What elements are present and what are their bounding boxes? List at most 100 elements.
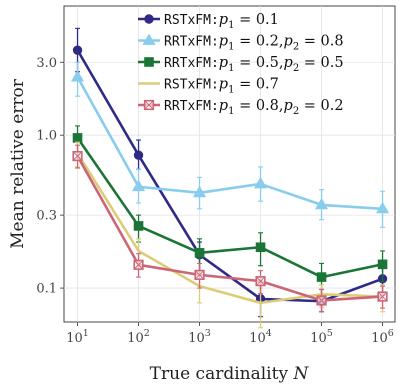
series-line bbox=[76, 152, 383, 305]
series-line bbox=[76, 76, 383, 211]
series-line bbox=[76, 137, 383, 279]
data-point bbox=[192, 185, 207, 198]
x-tick-label: 106 bbox=[371, 328, 394, 346]
legend-method: RSTxFM: bbox=[164, 13, 219, 28]
data-point bbox=[133, 259, 144, 270]
x-axis-title-text: True cardinality bbox=[150, 364, 294, 384]
data-point-cross-b bbox=[255, 276, 266, 286]
legend-marker bbox=[144, 57, 154, 67]
legend-marker bbox=[143, 99, 155, 111]
legend-param-value: = 0.5, bbox=[234, 55, 283, 71]
x-tick-base: 10 bbox=[127, 331, 144, 346]
legend-method: RRTxFM: bbox=[164, 56, 219, 71]
x-tick-label: 105 bbox=[310, 328, 333, 346]
legend-param: p bbox=[284, 55, 293, 71]
legend-method: RSTxFM: bbox=[164, 78, 219, 93]
legend-param: p bbox=[284, 98, 293, 114]
x-tick-exponent: 1 bbox=[83, 328, 89, 339]
legend-param-subscript: 1 bbox=[228, 85, 234, 96]
series-layer bbox=[70, 27, 390, 329]
data-point bbox=[377, 259, 388, 270]
x-tick-label: 101 bbox=[66, 328, 89, 346]
x-tick-label: 104 bbox=[249, 328, 272, 346]
legend-param: p bbox=[219, 98, 228, 114]
data-point bbox=[133, 221, 144, 231]
x-tick-base: 10 bbox=[371, 331, 388, 346]
data-point bbox=[72, 45, 83, 55]
y-tick-label: 0.1 bbox=[36, 282, 57, 297]
series-line bbox=[76, 155, 383, 302]
data-point bbox=[70, 70, 85, 82]
legend-item-5: RRTxFM:p1 = 0.8,p2 = 0.2 bbox=[138, 98, 344, 117]
data-point-cross-b bbox=[377, 291, 388, 302]
series-3 bbox=[72, 125, 388, 296]
legend-param: p bbox=[284, 34, 293, 50]
x-axis-title-var: N bbox=[292, 364, 309, 384]
x-tick-exponent: 4 bbox=[266, 328, 272, 339]
legend-param-value: = 0.8, bbox=[234, 98, 283, 114]
x-axis-title: True cardinality N bbox=[150, 364, 310, 384]
legend-param-value: = 0.1 bbox=[234, 12, 278, 28]
legend-param-value: = 0.8 bbox=[299, 34, 343, 50]
x-tick-label: 103 bbox=[188, 328, 211, 346]
data-point bbox=[72, 133, 83, 143]
data-point-cross-b bbox=[133, 260, 144, 270]
legend-label: RSTxFM:p1 = 0.1 bbox=[164, 12, 279, 31]
legend-method: RRTxFM: bbox=[164, 35, 219, 50]
data-point bbox=[72, 150, 83, 162]
x-tick-base: 10 bbox=[310, 331, 327, 346]
legend-param: p bbox=[219, 12, 228, 28]
data-point bbox=[131, 179, 146, 192]
legend-param-subscript: 1 bbox=[228, 42, 234, 53]
legend-param-subscript: 2 bbox=[293, 42, 299, 53]
legend-param-subscript: 2 bbox=[293, 106, 299, 117]
legend-param: p bbox=[219, 55, 228, 71]
legend-item-4: RSTxFM:p1 = 0.7 bbox=[138, 77, 279, 96]
y-tick-label: 1.0 bbox=[36, 129, 57, 144]
legend-label: RRTxFM:p1 = 0.8,p2 = 0.2 bbox=[164, 98, 344, 117]
legend-param: p bbox=[219, 77, 228, 93]
data-point bbox=[253, 176, 268, 189]
legend-marker bbox=[144, 14, 154, 24]
data-point bbox=[133, 150, 144, 160]
legend-item-1: RSTxFM:p1 = 0.1 bbox=[138, 12, 279, 31]
series-5 bbox=[72, 144, 388, 313]
legend-param-value: = 0.2 bbox=[299, 98, 343, 114]
y-tick-label: 0.3 bbox=[36, 209, 57, 224]
data-point bbox=[255, 242, 266, 253]
y-tick-label: 3.0 bbox=[36, 56, 57, 71]
legend-label: RRTxFM:p1 = 0.5,p2 = 0.5 bbox=[164, 55, 344, 74]
data-point bbox=[314, 197, 329, 210]
legend-item-2: RRTxFM:p1 = 0.2,p2 = 0.8 bbox=[138, 33, 344, 53]
legend-marker-cross-b bbox=[144, 100, 154, 110]
x-tick-exponent: 2 bbox=[144, 328, 150, 339]
data-point bbox=[255, 276, 266, 287]
x-tick-exponent: 5 bbox=[327, 328, 333, 339]
data-point-cross-b bbox=[316, 295, 327, 306]
legend-label: RSTxFM:p1 = 0.7 bbox=[164, 77, 279, 96]
data-point bbox=[194, 269, 205, 280]
data-point bbox=[377, 291, 388, 302]
x-tick-base: 10 bbox=[188, 331, 205, 346]
data-point bbox=[316, 295, 327, 306]
data-point-cross-b bbox=[194, 270, 205, 280]
x-tick-exponent: 6 bbox=[388, 328, 394, 339]
grid bbox=[64, 6, 395, 322]
data-point bbox=[316, 272, 327, 282]
data-point-cross-b bbox=[72, 151, 83, 161]
legend-param-value: = 0.5 bbox=[299, 55, 343, 71]
legend-param-subscript: 1 bbox=[228, 106, 234, 117]
y-axis-title: Mean relative error bbox=[8, 78, 28, 249]
data-point bbox=[194, 248, 205, 258]
legend-param-subscript: 1 bbox=[228, 20, 234, 31]
series-2 bbox=[70, 61, 390, 228]
legend-label: RRTxFM:p1 = 0.2,p2 = 0.8 bbox=[164, 34, 344, 53]
legend-method: RRTxFM: bbox=[164, 99, 219, 114]
x-tick-exponent: 3 bbox=[205, 328, 211, 339]
x-tick-base: 10 bbox=[249, 331, 266, 346]
x-tick-base: 10 bbox=[66, 331, 83, 346]
legend-param: p bbox=[219, 34, 228, 50]
legend-param-subscript: 2 bbox=[293, 63, 299, 74]
